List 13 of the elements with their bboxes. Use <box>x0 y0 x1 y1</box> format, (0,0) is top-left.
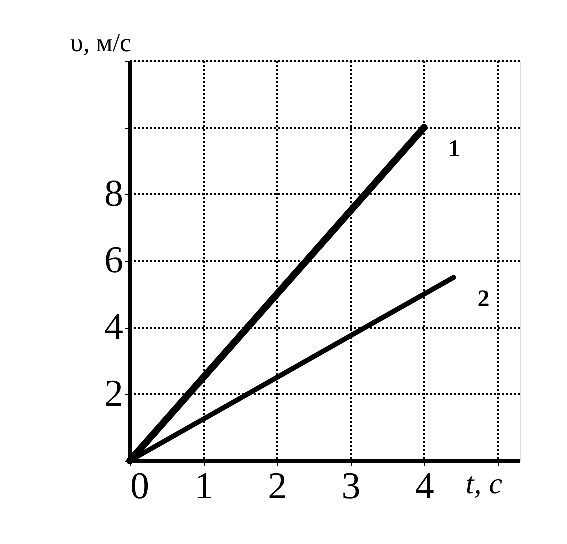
x-tick-label: 3 <box>342 466 361 508</box>
y-tick-label: 2 <box>104 372 124 415</box>
y-tick-label: 6 <box>104 240 124 282</box>
x-tick-label: 4 <box>415 466 434 508</box>
x-tick-label: 1 <box>194 466 214 508</box>
y-tick-label: 4 <box>104 306 124 348</box>
series-label: 1 <box>448 136 460 163</box>
x-tick-label: 2 <box>268 466 288 508</box>
y-axis-title: υ, м/с <box>70 28 132 58</box>
x-tick-label: 0 <box>130 466 150 508</box>
y-tick-label: 8 <box>104 172 124 215</box>
series-label: 2 <box>478 286 490 313</box>
x-axis-title: t, с <box>466 468 503 500</box>
